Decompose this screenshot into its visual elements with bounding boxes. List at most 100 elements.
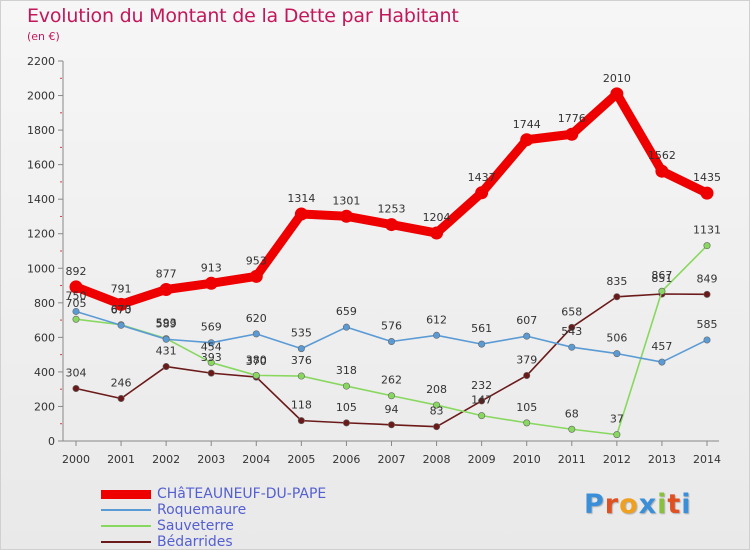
data-point <box>613 293 621 301</box>
data-point <box>117 321 125 329</box>
logo-letter: o <box>619 489 639 520</box>
data-point <box>207 359 215 367</box>
y-tick-label: 800 <box>34 297 55 310</box>
data-point <box>523 419 531 427</box>
y-tick-label: 600 <box>34 331 55 344</box>
data-point <box>72 307 80 315</box>
x-tick-label: 2002 <box>152 453 180 466</box>
data-point <box>297 345 305 353</box>
y-tick-label: 1800 <box>27 124 55 137</box>
data-point <box>252 330 260 338</box>
legend-swatch <box>101 525 151 527</box>
data-point <box>162 363 170 371</box>
data-label: 607 <box>516 314 537 327</box>
legend-swatch <box>101 490 151 499</box>
data-point <box>207 369 215 377</box>
x-tick-label: 2009 <box>468 453 496 466</box>
data-point <box>430 226 444 240</box>
data-point <box>613 350 621 358</box>
data-label: 1301 <box>332 194 360 207</box>
x-tick-label: 2006 <box>332 453 360 466</box>
data-point <box>655 164 669 178</box>
data-point <box>478 412 486 420</box>
legend-label: Bédarrides <box>157 534 233 550</box>
legend-label: Sauveterre <box>157 518 234 534</box>
data-label: 659 <box>336 305 357 318</box>
data-label: 2010 <box>603 72 631 85</box>
logo-letter: i <box>657 489 668 520</box>
data-label: 593 <box>156 317 177 330</box>
data-point <box>297 417 305 425</box>
legend-swatch <box>101 541 151 543</box>
data-label: 750 <box>66 289 87 302</box>
data-point <box>703 336 711 344</box>
data-label: 380 <box>246 353 267 366</box>
data-label: 913 <box>201 261 222 274</box>
data-point <box>523 372 531 380</box>
data-label: 791 <box>111 282 132 295</box>
data-label: 208 <box>426 383 447 396</box>
data-label: 705 <box>66 297 87 310</box>
x-tick-label: 2004 <box>242 453 270 466</box>
data-point <box>433 423 441 431</box>
data-label: 232 <box>471 379 492 392</box>
data-label: 37 <box>610 413 624 426</box>
y-tick-label: 1000 <box>27 262 55 275</box>
data-point <box>207 339 215 347</box>
data-label: 118 <box>291 399 312 412</box>
data-label: 393 <box>201 351 222 364</box>
data-label: 1437 <box>468 171 496 184</box>
x-tick-label: 2003 <box>197 453 225 466</box>
x-tick-label: 2001 <box>107 453 135 466</box>
data-point <box>703 290 711 298</box>
data-label: 877 <box>156 268 177 281</box>
x-tick-label: 2008 <box>423 453 451 466</box>
data-label: 376 <box>291 354 312 367</box>
data-point <box>433 401 441 409</box>
data-label: 431 <box>156 345 177 358</box>
data-point <box>703 242 711 250</box>
logo-letter: t <box>667 489 682 520</box>
data-point <box>610 87 624 101</box>
y-tick-label: 2200 <box>27 55 55 68</box>
data-point <box>523 332 531 340</box>
data-label: 1776 <box>558 112 586 125</box>
y-tick-label: 400 <box>34 366 55 379</box>
x-tick-label: 2014 <box>693 453 721 466</box>
chart-subtitle: (en €) <box>27 30 60 43</box>
x-tick-label: 2000 <box>62 453 90 466</box>
data-point <box>297 372 305 380</box>
data-point <box>658 358 666 366</box>
y-tick-label: 200 <box>34 400 55 413</box>
data-point <box>72 384 80 392</box>
data-label: 1131 <box>693 224 721 237</box>
data-label: 1562 <box>648 149 676 162</box>
data-label: 612 <box>426 313 447 326</box>
data-label: 1204 <box>423 211 451 224</box>
legend-label: Roquemaure <box>157 502 247 518</box>
data-label: 658 <box>561 305 582 318</box>
data-point <box>475 186 489 200</box>
data-point <box>342 323 350 331</box>
data-point <box>565 127 579 141</box>
data-label: 561 <box>471 322 492 335</box>
data-point <box>72 315 80 323</box>
data-label: 94 <box>385 403 399 416</box>
logo-letter: i <box>681 489 692 520</box>
x-tick-label: 2010 <box>513 453 541 466</box>
data-point <box>249 269 263 283</box>
data-point <box>252 371 260 379</box>
data-label: 535 <box>291 327 312 340</box>
data-point <box>69 280 83 294</box>
data-label: 892 <box>66 265 87 278</box>
data-point <box>478 397 486 405</box>
data-label: 379 <box>516 354 537 367</box>
y-tick-label: 1600 <box>27 159 55 172</box>
data-point <box>658 287 666 295</box>
data-label: 147 <box>471 394 492 407</box>
data-label: 83 <box>430 405 444 418</box>
x-tick-label: 2007 <box>378 453 406 466</box>
data-label: 454 <box>201 341 222 354</box>
